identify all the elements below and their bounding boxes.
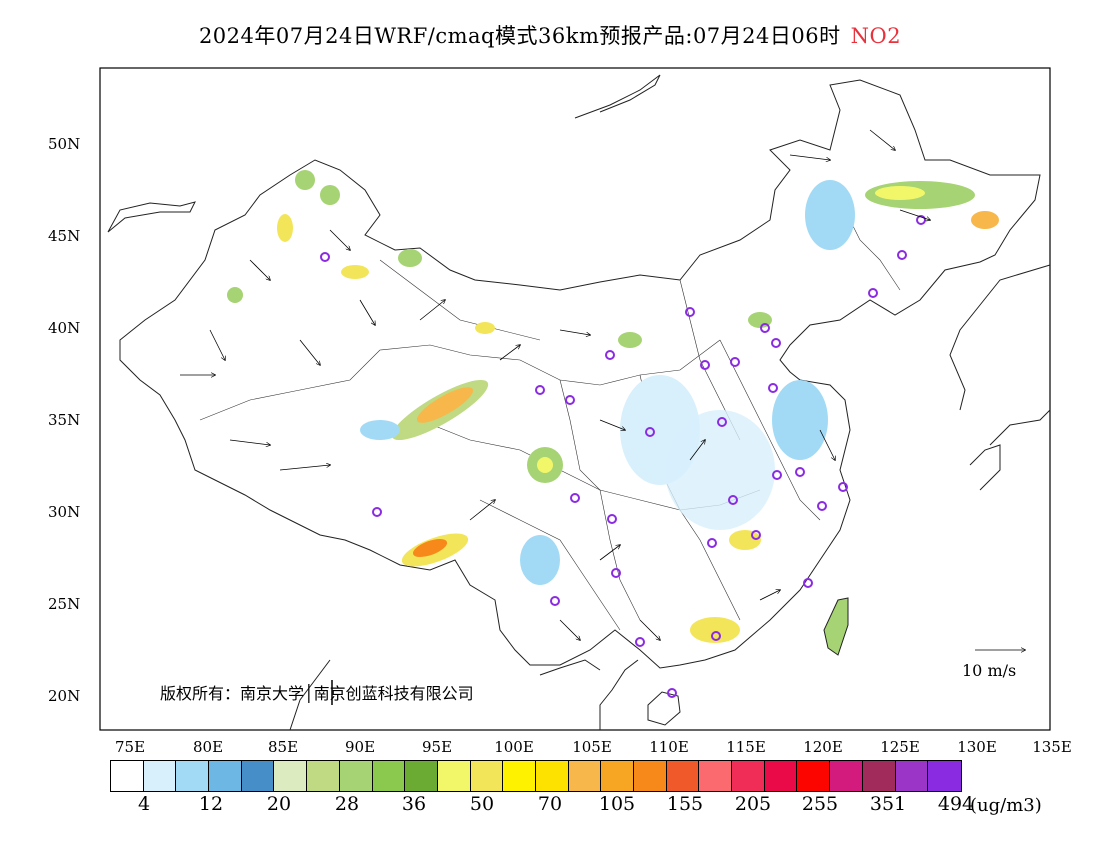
colorbar-swatch bbox=[732, 761, 765, 791]
colorbar-swatch bbox=[895, 761, 929, 791]
colorbar-swatch bbox=[274, 761, 308, 791]
lat-tick-label: 45N bbox=[48, 227, 81, 245]
colorbar-tick-label: 36 bbox=[401, 793, 427, 815]
lon-tick-label: 120E bbox=[803, 738, 843, 756]
lat-tick-label: 50N bbox=[48, 135, 81, 153]
colorbar-swatch bbox=[699, 761, 733, 791]
colorbar-swatch bbox=[634, 761, 667, 791]
lon-tick-label: 80E bbox=[192, 738, 224, 756]
lon-tick-label: 130E bbox=[957, 738, 997, 756]
lon-tick-label: 95E bbox=[421, 738, 453, 756]
colorbar-swatch bbox=[143, 761, 177, 791]
lon-tick-label: 115E bbox=[726, 738, 766, 756]
colorbar-tick-label: 50 bbox=[469, 793, 495, 815]
lat-tick-label: 40N bbox=[48, 319, 81, 337]
lon-tick-label: 75E bbox=[114, 738, 146, 756]
colorbar-swatch bbox=[503, 761, 536, 791]
lat-tick-label: 35N bbox=[48, 411, 81, 429]
colorbar-swatch bbox=[405, 761, 438, 791]
city-markers bbox=[320, 215, 926, 698]
wind-scale-label: 10 m/s bbox=[962, 661, 1017, 680]
colorbar-legend bbox=[110, 760, 962, 792]
colorbar-swatch bbox=[470, 761, 504, 791]
lat-tick-label: 30N bbox=[48, 503, 81, 521]
lon-tick-label: 105E bbox=[572, 738, 612, 756]
pollutant-label: NO2 bbox=[850, 24, 902, 48]
lon-tick-label: 135E bbox=[1032, 738, 1072, 756]
colorbar-unit: (ug/m3) bbox=[970, 795, 1042, 816]
map-title: 2024年07月24日WRF/cmaq模式36km预报产品:07月24日06时 N… bbox=[0, 20, 1100, 50]
colorbar-tick-label: 351 bbox=[869, 793, 907, 815]
colorbar-swatch bbox=[209, 761, 242, 791]
colorbar-swatch bbox=[764, 761, 798, 791]
lon-tick-label: 90E bbox=[344, 738, 376, 756]
colorbar-tick-label: 28 bbox=[334, 793, 360, 815]
lon-tick-label: 110E bbox=[649, 738, 689, 756]
colorbar-swatch bbox=[437, 761, 471, 791]
neighbour-coastlines bbox=[107, 74, 1051, 731]
colorbar-swatch bbox=[176, 761, 210, 791]
colorbar-tick-label: 255 bbox=[801, 793, 839, 815]
colorbar-tick-label: 12 bbox=[198, 793, 224, 815]
no2-concentration-patches bbox=[227, 170, 999, 643]
colorbar-swatch bbox=[307, 761, 340, 791]
lat-tick-label: 25N bbox=[48, 595, 81, 613]
lon-tick-label: 85E bbox=[267, 738, 299, 756]
colorbar-tick-label: 494 bbox=[937, 793, 975, 815]
colorbar-swatch bbox=[339, 761, 373, 791]
colorbar-tick-label: 20 bbox=[266, 793, 292, 815]
colorbar-swatch bbox=[797, 761, 831, 791]
lon-tick-label: 100E bbox=[494, 738, 534, 756]
colorbar-tick-label: 70 bbox=[537, 793, 563, 815]
colorbar-tick-label: 205 bbox=[734, 793, 772, 815]
colorbar-swatch bbox=[830, 761, 863, 791]
hainan bbox=[647, 691, 681, 726]
colorbar-swatch bbox=[111, 761, 144, 791]
title-text: 2024年07月24日WRF/cmaq模式36km预报产品:07月24日06时 bbox=[198, 24, 841, 48]
colorbar-swatch bbox=[928, 761, 961, 791]
colorbar-tick-label: 4 bbox=[137, 793, 151, 815]
lon-tick-label: 125E bbox=[880, 738, 920, 756]
lat-tick-label: 20N bbox=[48, 687, 81, 705]
colorbar-swatch bbox=[568, 761, 602, 791]
colorbar-swatch bbox=[372, 761, 406, 791]
colorbar-swatch bbox=[535, 761, 569, 791]
colorbar-swatch bbox=[601, 761, 634, 791]
copyright-text: 版权所有：南京大学│南京创蓝科技有限公司 bbox=[160, 684, 474, 703]
wind-vectors bbox=[180, 129, 1025, 650]
colorbar-swatch bbox=[666, 761, 700, 791]
colorbar-swatch bbox=[241, 761, 275, 791]
colorbar-tick-label: 155 bbox=[666, 793, 704, 815]
colorbar-swatch bbox=[862, 761, 896, 791]
taiwan bbox=[823, 597, 849, 656]
colorbar-tick-label: 105 bbox=[598, 793, 636, 815]
